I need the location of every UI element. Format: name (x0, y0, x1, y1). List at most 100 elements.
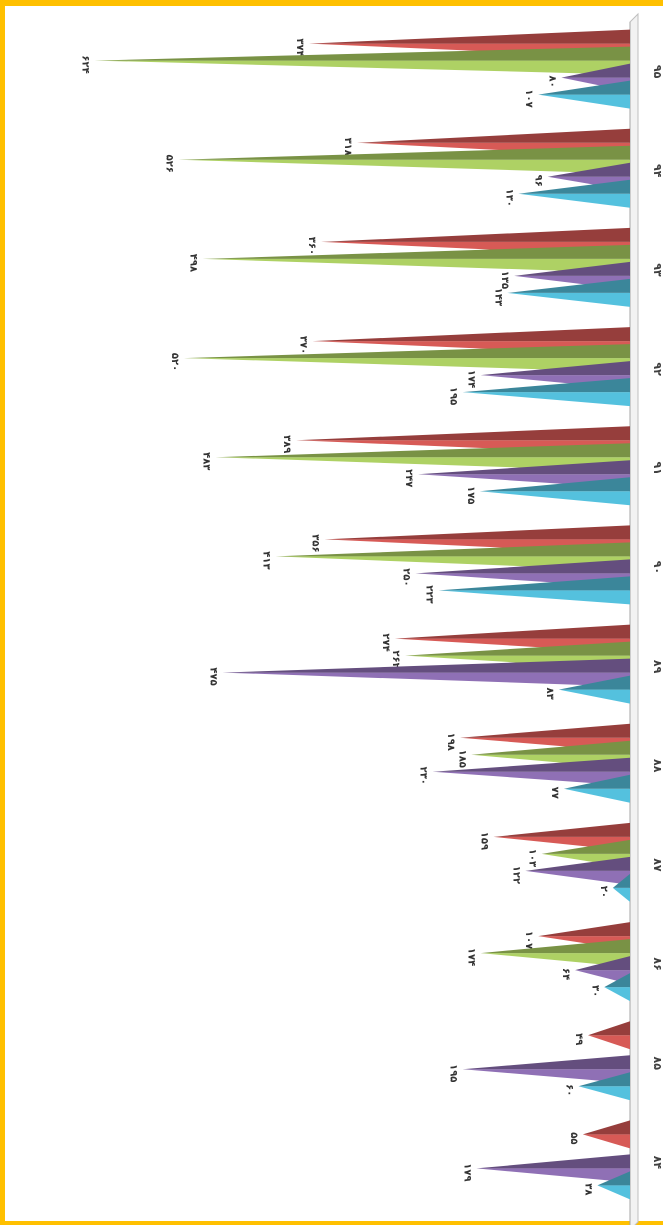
bar-cone-shadow (578, 1072, 630, 1087)
bar-cone-shadow (222, 658, 630, 673)
bar-cone (462, 392, 630, 407)
data-label: ۱۷۹ (461, 1163, 472, 1181)
data-label: ۱۹۵ (448, 387, 459, 405)
bar-cone-shadow (479, 477, 630, 492)
bar-cone-shadow (418, 460, 630, 475)
bar-cone-shadow (493, 822, 630, 837)
category-tick-label: ۹۵ (651, 65, 663, 79)
category-tick-label: ۹۲ (651, 362, 663, 376)
bar-cone-shadow (563, 774, 630, 789)
bar-cone-shadow (480, 939, 630, 954)
data-label: ۳۰ (589, 985, 600, 997)
bar-cone-shadow (183, 344, 630, 359)
data-label: ۳۸ (582, 1183, 593, 1195)
category-tick-label: ۹۴ (651, 164, 663, 178)
bar-cone-shadow (525, 856, 630, 871)
category-tick-label: ۹۱ (651, 462, 663, 475)
bar-cone-shadow (575, 956, 630, 971)
bar-cone (202, 258, 630, 273)
category-tick-label: ۸۸ (651, 759, 663, 773)
bar-cone (178, 159, 630, 174)
bar-cone-shadow (582, 1120, 630, 1135)
bar-cone (394, 638, 630, 653)
bar-cone (222, 672, 630, 687)
bar-cone-shadow (415, 559, 630, 574)
bar-cone (462, 1069, 630, 1084)
bar-cone-shadow (514, 261, 630, 276)
bar-cone-shadow (309, 29, 630, 44)
data-label: ۳۶۰ (306, 237, 317, 255)
data-label: ۵۵ (568, 1132, 579, 1144)
bar-cone (612, 887, 630, 902)
data-label: ۶۰ (564, 1084, 575, 1096)
bar-cone-shadow (432, 757, 630, 772)
data-label: ۴۱۳ (261, 551, 272, 569)
bar-cone-shadow (405, 641, 630, 656)
bar-cone (582, 1134, 630, 1149)
bar-cone (597, 1185, 630, 1200)
bar-cone-shadow (507, 278, 630, 293)
bar-cone-shadow (471, 740, 630, 755)
data-label: ۳۵۶ (310, 534, 321, 552)
data-label: ۱۳۵ (499, 271, 510, 289)
bar-cone-shadow (538, 80, 630, 95)
category-tick-label: ۸۵ (651, 1057, 663, 1071)
data-label: ۲۶۲ (390, 650, 401, 668)
data-label: ۱۰۳ (527, 849, 538, 867)
bar-cone-shadow (202, 244, 630, 259)
bar-cone (183, 358, 630, 373)
data-label: ۱۷۵ (465, 486, 476, 504)
bar-cone (518, 193, 630, 208)
bar-cone-shadow (321, 227, 630, 242)
bar-cone (578, 1086, 630, 1101)
data-label: ۹۶ (533, 175, 544, 187)
data-label: ۴۷۵ (207, 667, 218, 685)
bar-cone (438, 590, 630, 605)
data-label: ۱۹۵ (448, 1064, 459, 1082)
data-label: ۳۷۰ (298, 336, 309, 354)
bar-cone (309, 43, 630, 58)
bar-cone (525, 870, 630, 885)
bar-cone (575, 970, 630, 985)
bar-cone (563, 788, 630, 803)
data-label: ۴۸۳ (201, 452, 212, 470)
data-label: ۲۳۰ (418, 767, 429, 785)
bar-cone-shadow (178, 145, 630, 160)
bar-cone-shadow (480, 361, 630, 376)
bar-cone-shadow (547, 162, 630, 177)
bar-cone-shadow (460, 723, 630, 738)
bar-cone (476, 1168, 630, 1183)
bar-cone-shadow (604, 973, 630, 988)
bar-cone-shadow (215, 443, 630, 458)
data-label: ۶۲۴ (80, 55, 91, 73)
data-label: ۳۷۴ (294, 38, 305, 56)
category-tick-label: ۹۰ (651, 561, 663, 574)
bar-cone (507, 292, 630, 307)
data-label: ۱۵۹ (479, 832, 490, 850)
bar-cone (479, 491, 630, 506)
data-label: ۸۳ (544, 687, 555, 699)
data-label: ۱۳۰ (503, 189, 514, 207)
data-label: ۱۷۴ (466, 370, 477, 388)
data-label: ۲۷۴ (380, 633, 391, 651)
bar-cone-shadow (357, 128, 630, 143)
bar-cone-shadow (324, 525, 630, 540)
bar-cone-shadow (597, 1171, 630, 1186)
bar-cone (215, 457, 630, 472)
category-tick-label: ۸۹ (651, 660, 663, 674)
bar-cone (94, 60, 630, 75)
data-label: ۴۹۸ (188, 254, 199, 272)
data-label: ۶۴ (560, 968, 571, 980)
bar-cone-shadow (275, 542, 630, 557)
data-label: ۲۲۳ (424, 585, 435, 603)
bar-cone-shadow (541, 839, 630, 854)
category-tick-label: ۸۴ (651, 1156, 663, 1170)
bar-cone-shadow (438, 576, 630, 591)
data-label: ۴۹ (573, 1033, 584, 1045)
bar-cone (558, 689, 630, 704)
bar-cone (561, 77, 630, 92)
bar-cone-shadow (518, 179, 630, 194)
data-label: ۷۷ (549, 787, 560, 799)
